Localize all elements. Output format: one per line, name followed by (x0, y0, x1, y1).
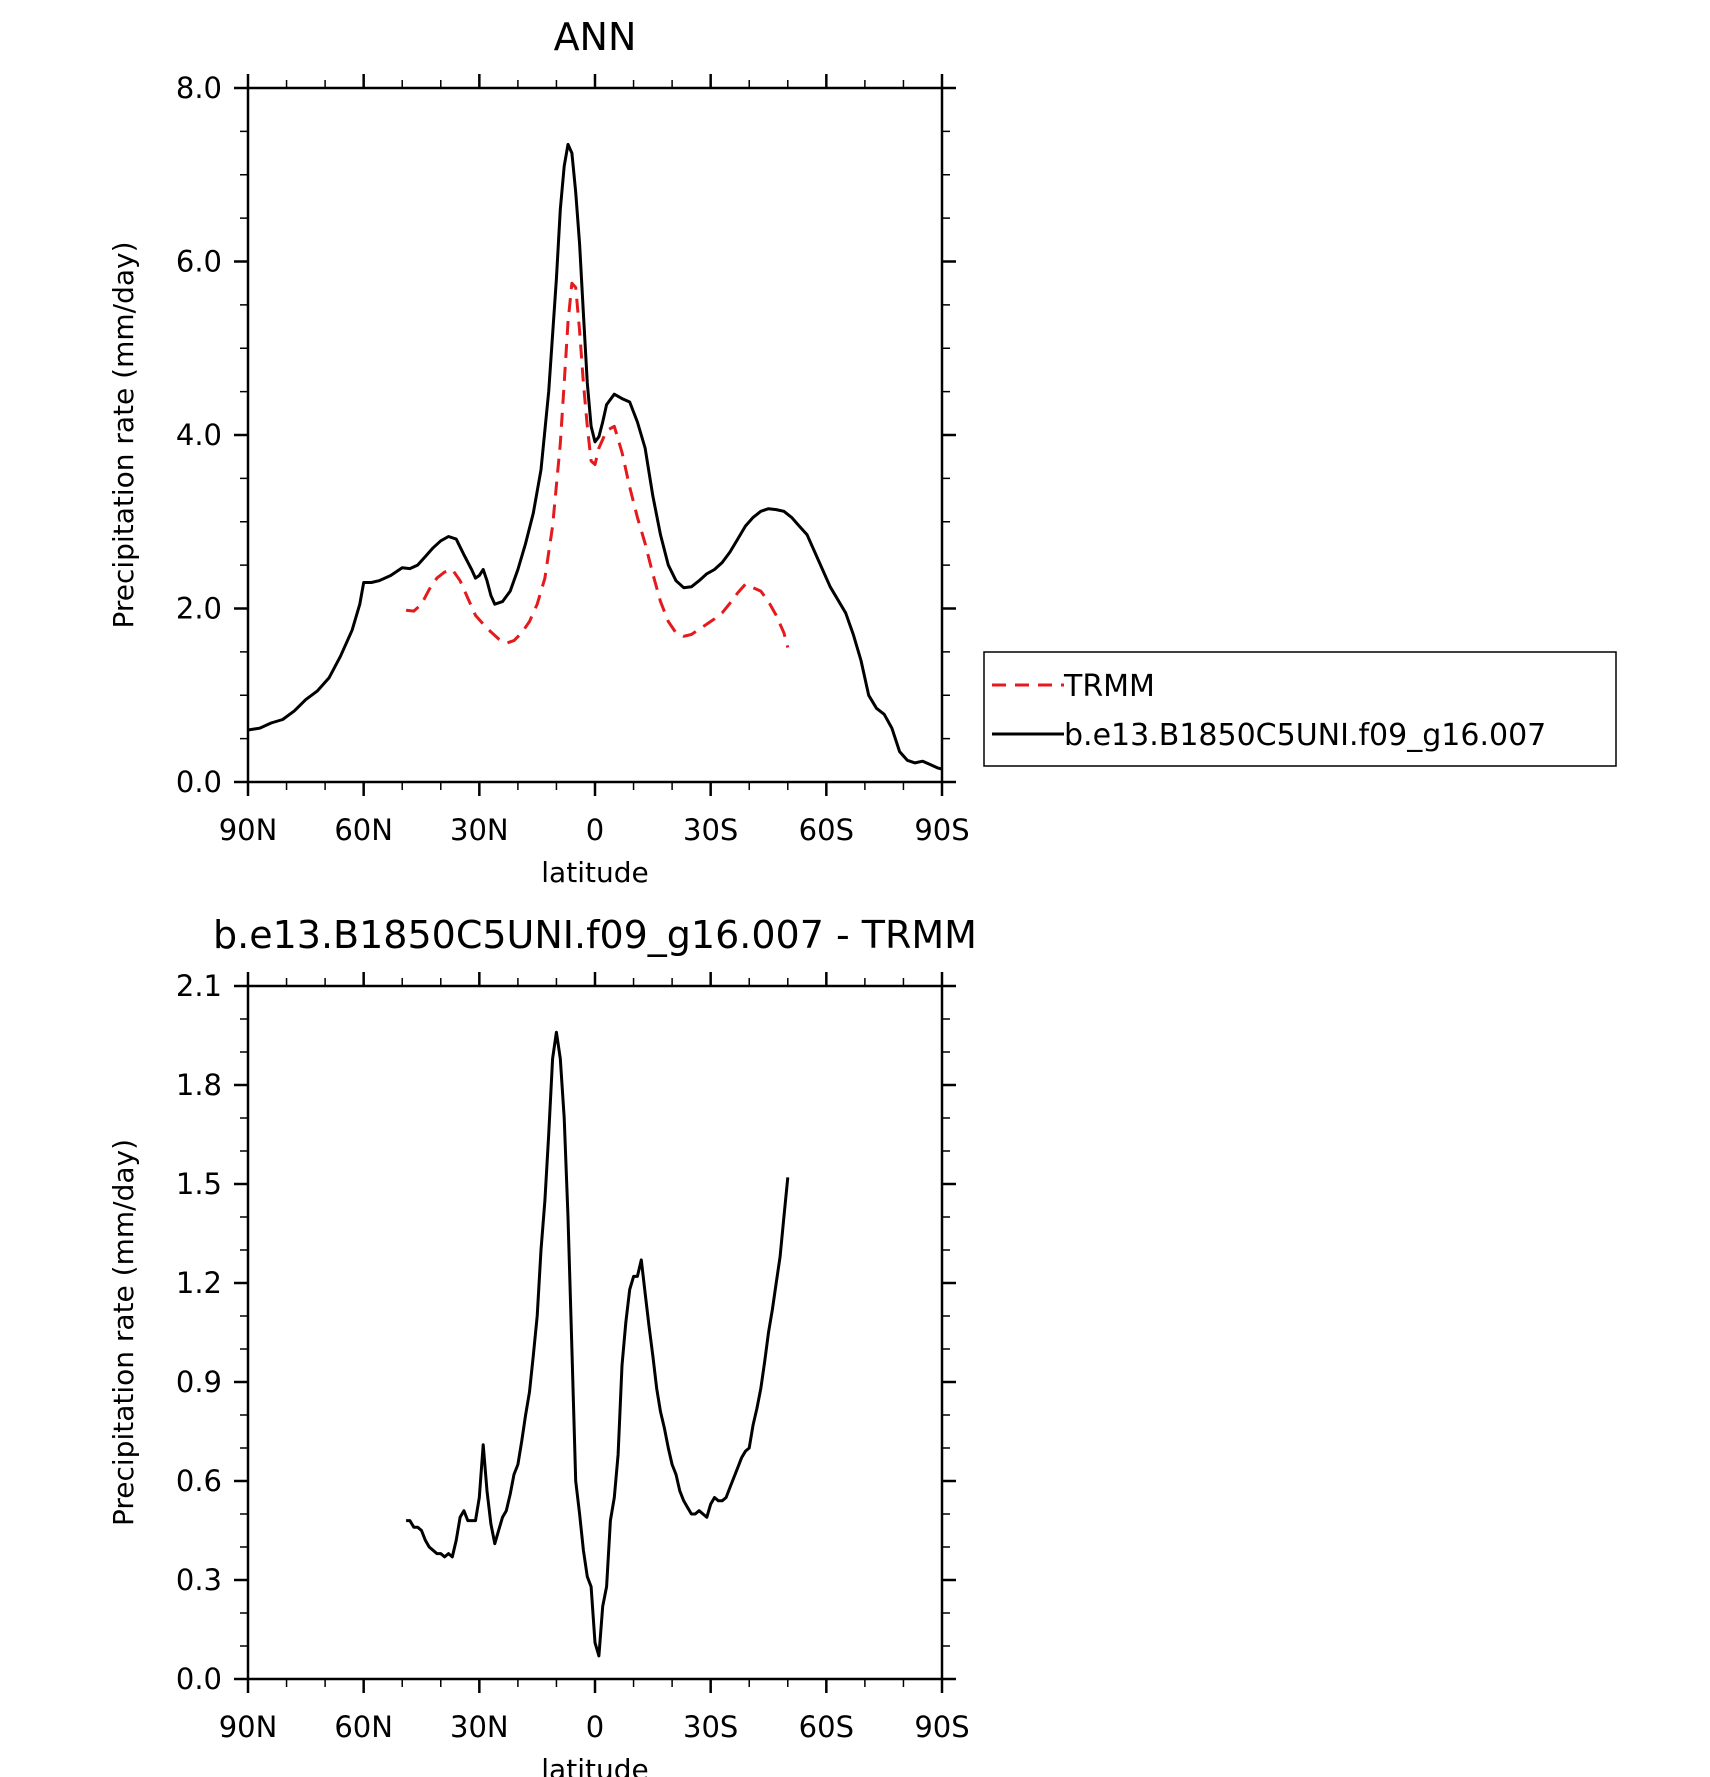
bottom-y-tick-labels: 0.0 0.3 0.6 0.9 1.2 1.5 1.8 2.1 (176, 969, 222, 1696)
bottom-panel: b.e13.B1850C5UNI.f09_g16.007 - TRMM 90N 6… (107, 913, 977, 1777)
top-y-axis-label: Precipitation rate (mm/day) (107, 241, 140, 628)
top-panel: ANN 90N 60N 30N 0 30S 60S 90S 0.02.04.06.08.0 … (107, 15, 970, 889)
legend: TRMM b.e13.B1850C5UNI.f09_g16.007 (983, 651, 1617, 767)
series-line-difference (406, 1030, 790, 1658)
y-tick-label: 2.0 (176, 592, 222, 626)
legend-box (983, 651, 1617, 767)
series-line-trmm (405, 281, 790, 648)
x-tick-label: 30N (450, 1710, 509, 1744)
x-tick-label: 60N (334, 813, 393, 847)
x-tick-label: 60S (799, 1710, 854, 1744)
top-plot-frame (246, 86, 944, 784)
top-series-lines (247, 142, 943, 771)
y-tick-label: 0.6 (176, 1464, 222, 1498)
x-tick-label: 30N (450, 813, 509, 847)
y-tick-label: 0.0 (176, 765, 222, 799)
top-x-axis-label: latitude (541, 856, 648, 889)
top-x-tick-labels: 90N 60N 30N 0 30S 60S 90S (219, 813, 970, 847)
y-tick-label: 0.9 (176, 1365, 222, 1399)
y-tick-label: 2.1 (176, 969, 222, 1003)
bottom-series-lines (406, 1030, 790, 1658)
y-tick-label: 1.2 (176, 1266, 222, 1300)
x-tick-label: 30S (683, 1710, 738, 1744)
y-tick-label: 1.8 (176, 1068, 222, 1102)
bottom-axis-ticks (234, 972, 956, 1693)
top-chart-title: ANN (554, 15, 637, 59)
top-axis-ticks (234, 74, 956, 796)
y-tick-label: 6.0 (176, 245, 222, 279)
x-tick-label: 90N (219, 813, 278, 847)
x-tick-label: 0 (586, 1710, 604, 1744)
y-tick-label: 0.0 (176, 1662, 222, 1696)
bottom-y-axis-label: Precipitation rate (mm/day) (107, 1139, 140, 1526)
x-tick-label: 90S (914, 813, 969, 847)
bottom-chart-title: b.e13.B1850C5UNI.f09_g16.007 - TRMM (213, 913, 977, 957)
x-tick-label: 0 (586, 813, 604, 847)
y-tick-label: 4.0 (176, 418, 222, 452)
legend-entry-model: b.e13.B1850C5UNI.f09_g16.007 (1064, 718, 1546, 753)
y-tick-label: 1.5 (176, 1167, 222, 1201)
bottom-x-tick-labels: 90N 60N 30N 0 30S 60S 90S (219, 1710, 970, 1744)
bottom-x-axis-label: latitude (541, 1753, 648, 1777)
legend-entry-trmm: TRMM (1063, 669, 1155, 704)
x-tick-label: 30S (683, 813, 738, 847)
x-tick-label: 60S (799, 813, 854, 847)
series-line-b-e13-b1850c5uni-f09-g16-007 (247, 142, 943, 771)
y-tick-label: 0.3 (176, 1563, 222, 1597)
x-tick-label: 60N (334, 1710, 393, 1744)
x-tick-label: 90S (914, 1710, 969, 1744)
top-y-tick-labels: 0.0 2.0 4.0 6.0 8.0 (176, 71, 222, 799)
x-tick-label: 90N (219, 1710, 278, 1744)
bottom-plot-frame (246, 984, 944, 1681)
y-tick-label: 8.0 (176, 71, 222, 105)
